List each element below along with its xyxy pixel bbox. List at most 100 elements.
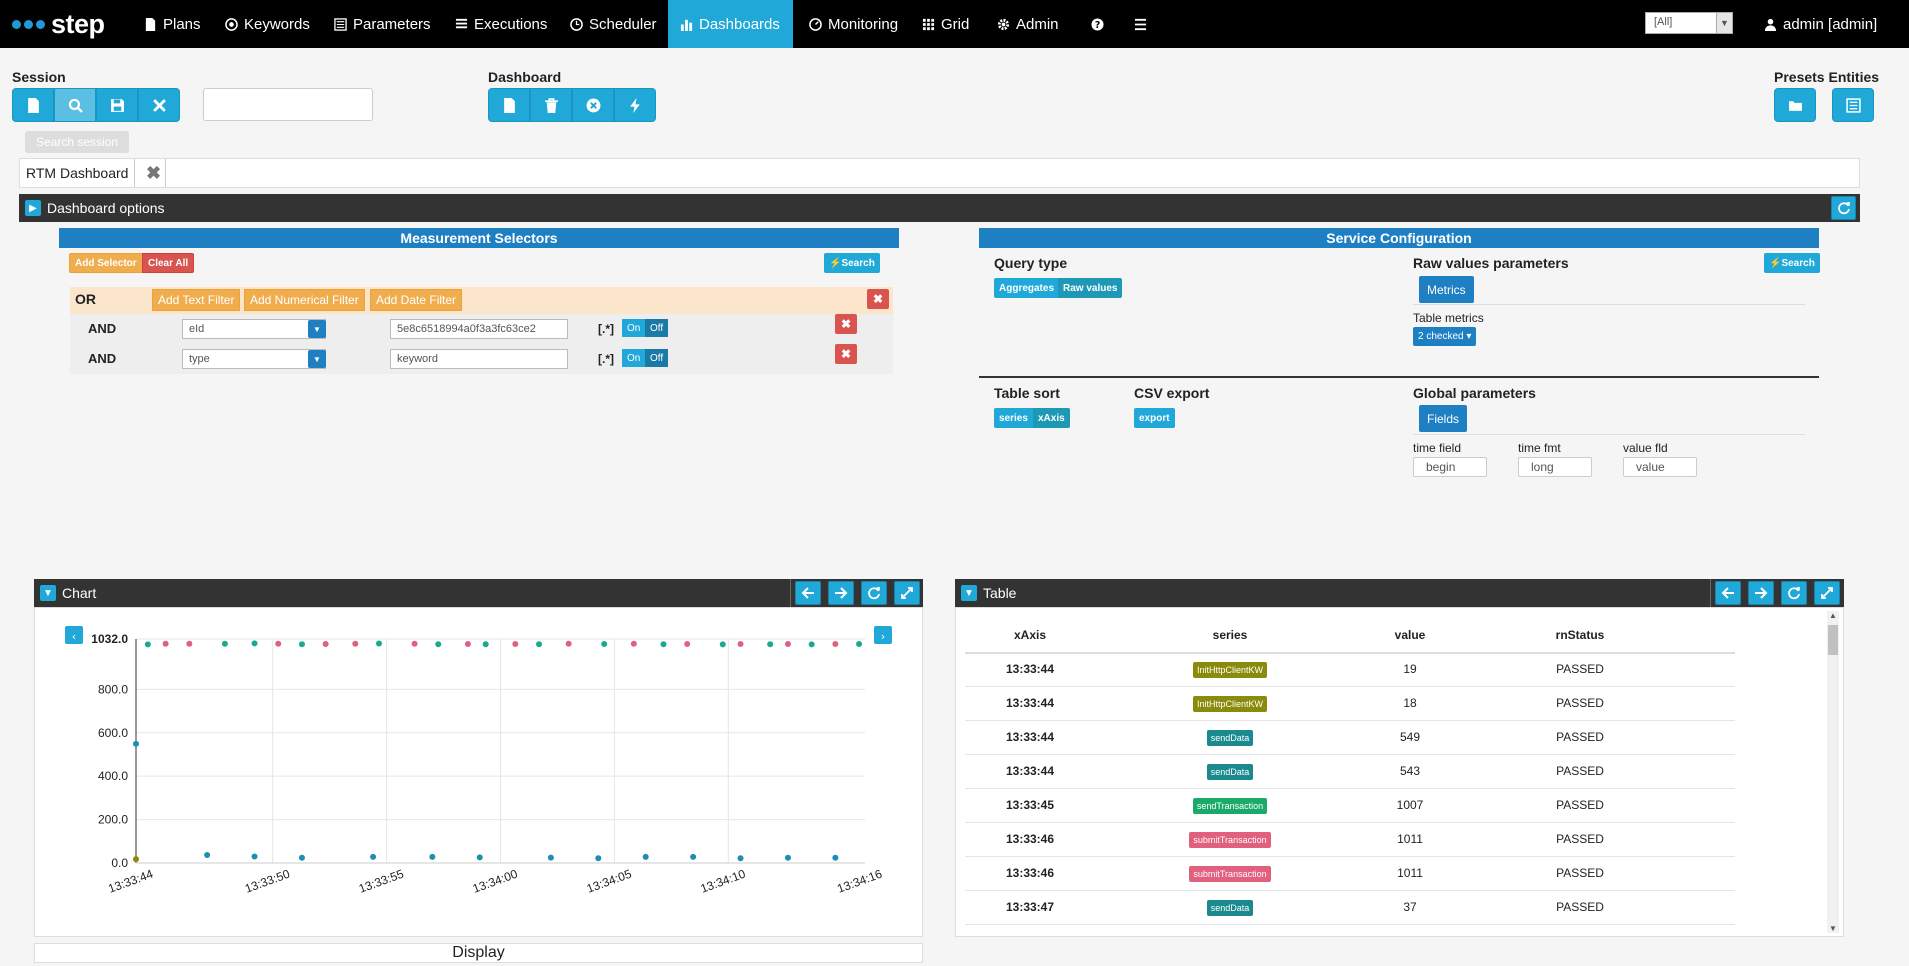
- dashboard-options-bar[interactable]: ▶ Dashboard options: [19, 194, 1860, 222]
- column-header-series[interactable]: series: [1212, 628, 1248, 642]
- chart-prev-button[interactable]: [65, 626, 83, 644]
- new-session-button[interactable]: [12, 88, 54, 122]
- scroll-up-icon[interactable]: ▲: [1829, 611, 1837, 620]
- nav-executions[interactable]: Executions: [443, 0, 559, 48]
- nav-scheduler[interactable]: Scheduler: [558, 0, 669, 48]
- close-session-button[interactable]: [138, 88, 180, 122]
- session-label: Session: [12, 69, 66, 85]
- table-metrics-dropdown[interactable]: 2 checked ▾: [1413, 327, 1477, 346]
- filter-key-select[interactable]: eId: [182, 319, 326, 339]
- off-toggle[interactable]: Off: [645, 319, 669, 337]
- data-point: [601, 640, 608, 647]
- sort-xaxis-toggle[interactable]: xAxis: [1033, 408, 1070, 428]
- value-fld-input[interactable]: value: [1623, 457, 1697, 477]
- add-text-filter-button[interactable]: Add Text Filter: [152, 289, 241, 311]
- clear-dashboard-button[interactable]: [572, 88, 614, 122]
- metrics-tab[interactable]: Metrics: [1419, 276, 1474, 303]
- chevron-down-icon[interactable]: ▼: [308, 350, 326, 368]
- on-toggle[interactable]: On: [622, 319, 646, 337]
- sort-series-toggle[interactable]: series: [994, 408, 1033, 428]
- on-toggle[interactable]: On: [622, 349, 646, 367]
- filter-key-select[interactable]: type: [182, 349, 326, 369]
- fields-tab[interactable]: Fields: [1419, 405, 1468, 432]
- nav-monitoring[interactable]: Monitoring: [797, 0, 910, 48]
- add-selector-button[interactable]: Add Selector: [69, 253, 143, 273]
- entities-button[interactable]: [1832, 88, 1874, 122]
- nav-plans[interactable]: Plans: [132, 0, 213, 48]
- data-point: [832, 854, 839, 861]
- session-name-input[interactable]: [203, 88, 373, 121]
- time-field-input[interactable]: begin: [1413, 457, 1487, 477]
- remove-or-selector-button[interactable]: ✖: [867, 289, 889, 309]
- nav-admin[interactable]: Admin: [985, 0, 1071, 48]
- column-header-rnstatus[interactable]: rnStatus: [1555, 628, 1605, 642]
- delete-dashboard-button[interactable]: [530, 88, 572, 122]
- save-session-button[interactable]: [96, 88, 138, 122]
- remove-filter-button[interactable]: ✖: [835, 314, 857, 334]
- nav-parameters[interactable]: Parameters: [322, 0, 443, 48]
- run-dashboard-button[interactable]: [614, 88, 656, 122]
- regex-toggle[interactable]: [.*]: [598, 352, 614, 366]
- nav-keywords[interactable]: Keywords: [213, 0, 322, 48]
- main-menu-button[interactable]: [1122, 0, 1159, 48]
- chevron-down-icon[interactable]: ▼: [308, 320, 326, 338]
- presets-button[interactable]: [1774, 88, 1816, 122]
- close-tab-icon[interactable]: ✖: [142, 159, 166, 187]
- table-scrollbar[interactable]: ▲ ▼: [1827, 611, 1839, 933]
- regex-toggle[interactable]: [.*]: [598, 322, 614, 336]
- data-point: [737, 640, 744, 647]
- filter-value-input[interactable]: 5e8c6518994a0f3a3fc63ce2: [390, 319, 568, 339]
- scroll-down-icon[interactable]: ▼: [1829, 924, 1837, 933]
- tab-rtm-dashboard[interactable]: RTM Dashboard: [20, 159, 136, 187]
- x-tick-label: 13:34:05: [585, 867, 634, 896]
- y-tick-label: 600.0: [98, 726, 128, 740]
- off-toggle[interactable]: Off: [645, 349, 669, 367]
- column-header-value[interactable]: value: [1394, 628, 1426, 642]
- raw-values-toggle[interactable]: Raw values: [1058, 278, 1123, 298]
- divider: [790, 579, 791, 607]
- data-point: [376, 640, 382, 647]
- clear-all-button[interactable]: Clear All: [142, 253, 195, 273]
- time-fmt-input[interactable]: long: [1518, 457, 1592, 477]
- export-button[interactable]: export: [1134, 408, 1175, 428]
- table-panel-header[interactable]: ▼ Table: [955, 579, 1844, 607]
- chart-panel-header[interactable]: ▼ Chart: [34, 579, 923, 607]
- next-button[interactable]: [1748, 581, 1774, 605]
- refresh-table-button[interactable]: [1781, 581, 1807, 605]
- cell-rnstatus: PASSED: [1556, 662, 1604, 676]
- prev-button[interactable]: [795, 581, 821, 605]
- user-menu[interactable]: admin [admin]: [1752, 0, 1889, 48]
- nav-grid[interactable]: Grid: [910, 0, 981, 48]
- chart-next-button[interactable]: [874, 626, 892, 644]
- cell-value: 1011: [1397, 866, 1423, 880]
- prev-button[interactable]: [1715, 581, 1741, 605]
- data-point: [144, 641, 151, 648]
- expand-chart-button[interactable]: [894, 581, 920, 605]
- aggregates-toggle[interactable]: Aggregates: [994, 278, 1060, 298]
- chart-display-footer[interactable]: Display: [34, 943, 923, 963]
- add-date-filter-button[interactable]: Add Date Filter: [370, 289, 463, 311]
- remove-filter-button[interactable]: ✖: [835, 344, 857, 364]
- column-header-xaxis[interactable]: xAxis: [1013, 628, 1047, 642]
- next-button[interactable]: [828, 581, 854, 605]
- service-search-button[interactable]: ⚡ Search: [1764, 253, 1820, 273]
- refresh-chart-button[interactable]: [861, 581, 887, 605]
- measurement-search-button[interactable]: ⚡ Search: [824, 253, 880, 273]
- add-numerical-filter-button[interactable]: Add Numerical Filter: [244, 289, 365, 311]
- tenant-select[interactable]: [All] ▼: [1645, 12, 1733, 34]
- data-point: [642, 853, 649, 860]
- row-divider: [965, 788, 1735, 789]
- data-point: [322, 640, 329, 647]
- refresh-options-button[interactable]: [1831, 196, 1856, 220]
- search-session-button[interactable]: [54, 88, 96, 122]
- new-dashboard-button[interactable]: [488, 88, 530, 122]
- step-logo[interactable]: step: [12, 8, 105, 40]
- cell-value: 549: [1399, 730, 1421, 744]
- time-field-label: time field: [1413, 441, 1462, 455]
- filter-value-input[interactable]: keyword: [390, 349, 568, 369]
- help-button[interactable]: ?: [1079, 0, 1116, 48]
- nav-dashboards[interactable]: Dashboards: [668, 0, 793, 48]
- scrollbar-thumb[interactable]: [1828, 625, 1838, 655]
- data-point: [595, 855, 602, 862]
- expand-table-button[interactable]: [1814, 581, 1840, 605]
